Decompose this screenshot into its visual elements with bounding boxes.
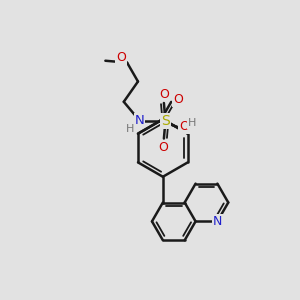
Text: O: O [173,93,183,106]
Text: H: H [188,118,196,128]
Text: H: H [126,124,134,134]
Text: O: O [179,120,189,134]
Text: S: S [161,114,170,128]
Text: O: O [158,141,168,154]
Text: N: N [213,215,222,228]
Text: O: O [116,51,126,64]
Text: N: N [135,114,145,127]
Text: O: O [159,88,169,100]
